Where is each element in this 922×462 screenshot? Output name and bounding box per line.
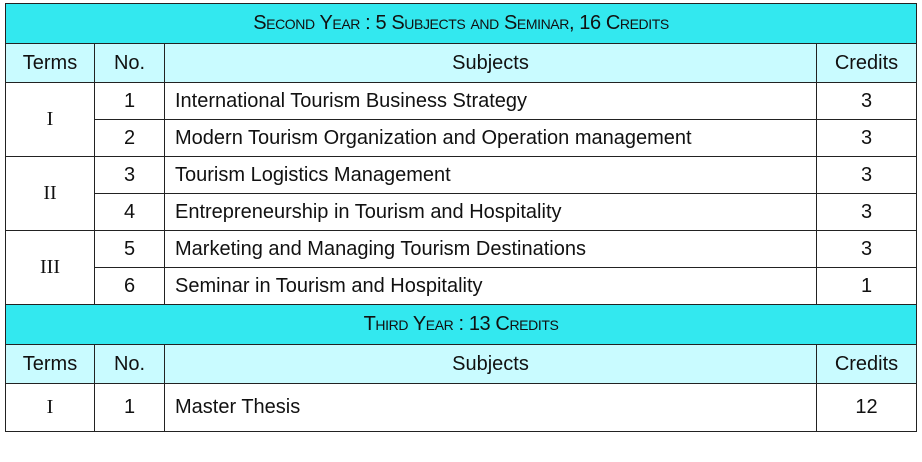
table-row: 6 Seminar in Tourism and Hospitality 1: [6, 267, 918, 305]
table-row: III 5 Marketing and Managing Tourism Des…: [5, 230, 918, 305]
second-year-banner-row: Second Year : 5 Subjects and Seminar, 16…: [4, 3, 918, 44]
second-year-header-row: Terms No. Subjects Credits: [5, 43, 918, 83]
table-row: 2 Modern Tourism Organization and Operat…: [6, 119, 918, 157]
curriculum-document: Second Year : 5 Subjects and Seminar, 16…: [4, 3, 918, 432]
credits-cell: 3: [815, 193, 918, 231]
term-cell: II: [5, 156, 95, 231]
credits-cell: 1: [815, 267, 918, 305]
number-cell: 2: [94, 119, 165, 157]
header-no: No.: [94, 43, 165, 83]
subject-cell: Seminar in Tourism and Hospitality: [164, 267, 817, 305]
number-cell: 1: [94, 383, 165, 432]
subject-cell: Master Thesis: [164, 383, 817, 432]
number-cell: 3: [94, 156, 165, 194]
header-credits: Credits: [815, 43, 918, 83]
second-year-banner: Second Year : 5 Subjects and Seminar, 16…: [4, 3, 918, 44]
credits-cell: 3: [815, 119, 918, 157]
term-cell: I: [5, 82, 95, 157]
number-cell: 1: [94, 82, 165, 120]
term-cell: III: [5, 230, 95, 305]
subject-cell: International Tourism Business Strategy: [164, 82, 817, 120]
credits-cell: 12: [815, 383, 918, 432]
subject-cell: Modern Tourism Organization and Operatio…: [164, 119, 817, 157]
subject-cell: Marketing and Managing Tourism Destinati…: [164, 230, 817, 268]
header-terms: Terms: [5, 344, 95, 384]
number-cell: 5: [94, 230, 165, 268]
header-no: No.: [94, 344, 165, 384]
subject-cell: Entrepreneurship in Tourism and Hospital…: [164, 193, 817, 231]
header-subjects: Subjects: [164, 344, 817, 384]
subject-cell: Tourism Logistics Management: [164, 156, 817, 194]
number-cell: 4: [94, 193, 165, 231]
credits-cell: 3: [815, 82, 918, 120]
header-terms: Terms: [5, 43, 95, 83]
curriculum-table: Second Year : 5 Subjects and Seminar, 16…: [4, 3, 918, 432]
number-cell: 6: [94, 267, 165, 305]
third-year-banner: Third Year : 13 Credits: [4, 304, 918, 345]
header-credits: Credits: [815, 344, 918, 384]
term-cell: I: [5, 383, 95, 432]
table-row: 4 Entrepreneurship in Tourism and Hospit…: [6, 193, 918, 231]
credits-cell: 3: [815, 156, 918, 194]
third-year-banner-row: Third Year : 13 Credits: [4, 304, 918, 345]
table-row: I 1 Master Thesis 12: [5, 383, 918, 432]
header-subjects: Subjects: [164, 43, 817, 83]
third-year-header-row: Terms No. Subjects Credits: [5, 344, 918, 384]
table-row: II 3 Tourism Logistics Management 3: [5, 156, 918, 231]
credits-cell: 3: [815, 230, 918, 268]
table-row: I 1 International Tourism Business Strat…: [5, 82, 918, 157]
